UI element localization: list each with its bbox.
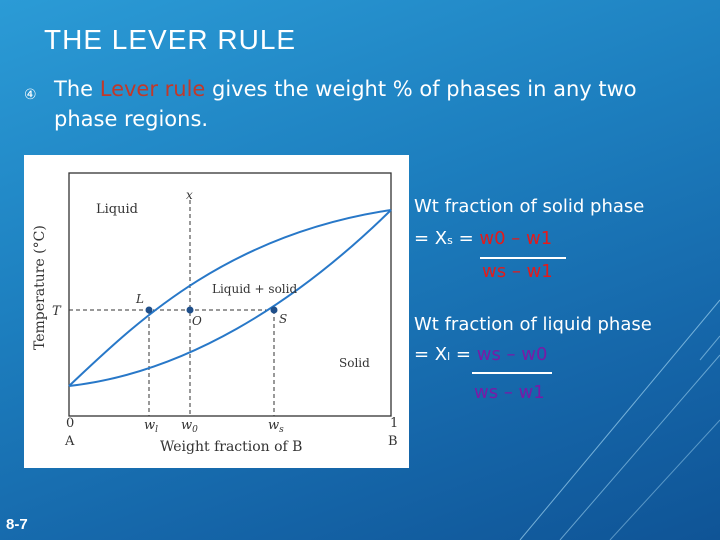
page-number: 8-7: [6, 516, 28, 533]
point-S: [270, 306, 278, 314]
phase-diagram-figure: Liquid Liquid + solid Solid x T L O S 0 …: [24, 155, 409, 468]
solid-equation: = Xs = w0 – w1: [414, 228, 553, 249]
label-T: T: [52, 304, 62, 319]
label-B: B: [388, 434, 398, 449]
label-liquid-solid: Liquid + solid: [212, 282, 297, 296]
solid-numerator: w0 – w1: [479, 228, 553, 249]
tick-one: 1: [390, 416, 398, 431]
y-axis-label: Temperature (°C): [32, 225, 48, 350]
x-axis-label: Weight fraction of B: [160, 439, 302, 455]
label-solid: Solid: [339, 356, 370, 370]
label-A: A: [64, 434, 75, 449]
point-O: [186, 306, 194, 314]
bullet-text: The Lever rule gives the weight % of pha…: [54, 77, 637, 131]
solid-heading: Wt fraction of solid phase: [414, 196, 645, 217]
label-x: x: [186, 188, 193, 202]
lever-rule-highlight: Lever rule: [99, 77, 206, 101]
liquid-numerator: ws – w0: [476, 344, 548, 365]
solidus-curve: [68, 209, 392, 387]
tick-zero: 0: [66, 416, 74, 431]
solid-denominator: ws – w1: [482, 261, 553, 282]
solid-fraction-bar: [480, 257, 566, 259]
tick-w0: w0: [181, 418, 198, 435]
slide-title: THE LEVER RULE: [44, 24, 297, 55]
liquid-equation: = Xl = ws – w0: [414, 344, 548, 365]
label-L: L: [135, 292, 144, 306]
phase-diagram: Liquid Liquid + solid Solid x T L O S 0 …: [32, 172, 398, 455]
label-S: S: [279, 312, 287, 326]
label-O: O: [192, 314, 202, 328]
liquidus-curve: [68, 209, 392, 387]
liquid-fraction-bar: [472, 372, 552, 374]
bullet-icon: ④: [24, 87, 37, 103]
liquid-denominator: ws – w1: [474, 382, 545, 403]
plot-frame: [68, 172, 392, 417]
tick-ws: ws: [268, 418, 284, 435]
label-liquid: Liquid: [96, 202, 138, 217]
bullet-paragraph: ④ The Lever rule gives the weight % of p…: [24, 74, 664, 134]
point-L: [145, 306, 153, 314]
liquid-heading: Wt fraction of liquid phase: [414, 314, 652, 335]
tick-wl: wl: [144, 418, 158, 435]
